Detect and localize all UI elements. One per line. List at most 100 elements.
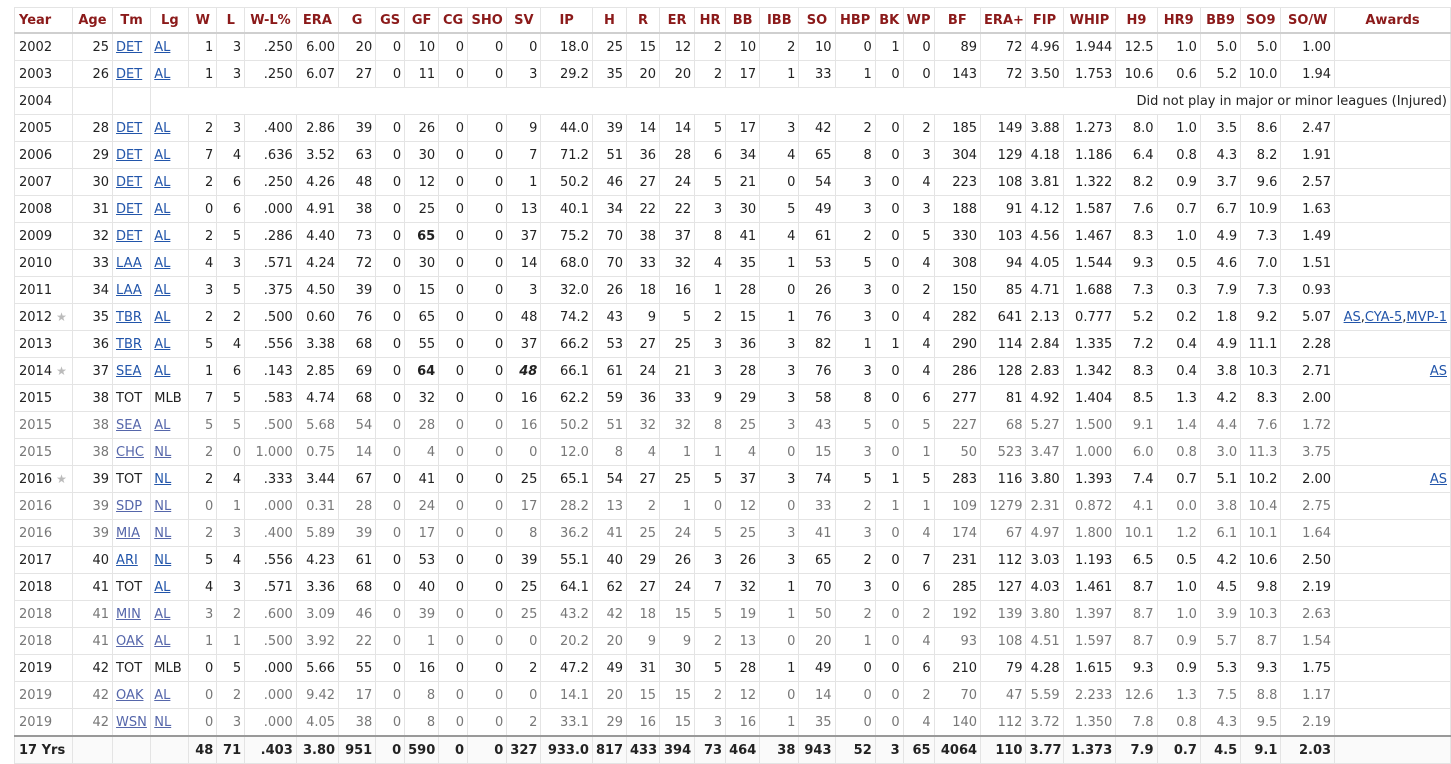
so-cell: 70 — [798, 573, 836, 601]
year-cell: 2015 — [14, 438, 73, 466]
hbp-cell: 0 — [834, 32, 876, 61]
league-link[interactable]: AL — [154, 174, 171, 190]
column-header-h9[interactable]: H9 — [1115, 7, 1158, 34]
column-header-whip[interactable]: WHIP — [1062, 7, 1117, 34]
column-header-gf[interactable]: GF — [404, 7, 440, 34]
column-header-sv[interactable]: SV — [506, 7, 542, 34]
league-link[interactable]: AL — [154, 66, 171, 82]
ibb-value: 5 — [787, 201, 796, 217]
column-header-er[interactable]: ER — [659, 7, 696, 34]
team-link[interactable]: DET — [116, 228, 143, 244]
team-link[interactable]: LAA — [116, 255, 142, 271]
column-header-l[interactable]: L — [216, 7, 246, 34]
award-link[interactable]: AS — [1343, 309, 1361, 325]
award-link[interactable]: AS — [1429, 363, 1447, 379]
league-link[interactable]: AL — [154, 255, 171, 271]
league-link[interactable]: AL — [154, 228, 171, 244]
league-link[interactable]: AL — [154, 201, 171, 217]
g-cell: 76 — [338, 303, 377, 331]
column-header-w[interactable]: W — [188, 7, 218, 34]
column-header-wl-pct[interactable]: W-L% — [244, 7, 297, 34]
league-link[interactable]: AL — [154, 282, 171, 298]
team-link[interactable]: OAK — [116, 687, 144, 703]
team-link[interactable]: DET — [116, 174, 143, 190]
column-header-r[interactable]: R — [626, 7, 661, 34]
column-header-era[interactable]: ERA — [295, 7, 340, 34]
bb9-value: 4.6 — [1216, 255, 1238, 271]
fip-cell: 5.59 — [1025, 681, 1064, 709]
column-header-cg[interactable]: CG — [438, 7, 469, 34]
league-link[interactable]: NL — [154, 471, 172, 487]
column-header-so[interactable]: SO — [798, 7, 836, 34]
team-link[interactable]: SEA — [116, 417, 142, 433]
column-header-so-w[interactable]: SO/W — [1280, 7, 1336, 34]
award-link[interactable]: AS — [1429, 471, 1447, 487]
team-link[interactable]: WSN — [116, 714, 147, 730]
column-header-awards[interactable]: Awards — [1334, 7, 1451, 34]
gs-cell: 0 — [375, 330, 406, 358]
team-link[interactable]: DET — [116, 201, 143, 217]
league-link[interactable]: AL — [154, 633, 171, 649]
league-link[interactable]: AL — [154, 606, 171, 622]
league-link[interactable]: NL — [154, 525, 172, 541]
column-header-sho[interactable]: SHO — [467, 7, 508, 34]
column-header-fip[interactable]: FIP — [1025, 7, 1064, 34]
column-header-year[interactable]: Year — [14, 7, 73, 34]
league-link[interactable]: NL — [154, 444, 172, 460]
column-header-lg[interactable]: Lg — [150, 7, 190, 34]
league-link[interactable]: AL — [154, 147, 171, 163]
hr-cell: 1 — [694, 276, 727, 304]
team-link[interactable]: DET — [116, 66, 143, 82]
league-link[interactable]: AL — [154, 120, 171, 136]
league-link[interactable]: AL — [154, 579, 171, 595]
column-header-so9[interactable]: SO9 — [1240, 7, 1282, 34]
team-link[interactable]: SDP — [116, 498, 143, 514]
column-header-hr[interactable]: HR — [694, 7, 727, 34]
bb9-cell: 7.5 — [1199, 681, 1242, 709]
team-link[interactable]: TBR — [116, 336, 142, 352]
column-header-bf[interactable]: BF — [933, 7, 982, 34]
column-header-ibb[interactable]: IBB — [759, 7, 800, 34]
award-link[interactable]: CYA-5 — [1364, 309, 1403, 325]
column-header-h[interactable]: H — [591, 7, 628, 34]
league-link[interactable]: NL — [154, 498, 172, 514]
hr-value: 3 — [713, 714, 723, 730]
league-link[interactable]: AL — [154, 363, 171, 379]
team-link[interactable]: SEA — [116, 363, 142, 379]
league-link[interactable]: AL — [154, 39, 171, 55]
team-link[interactable]: LAA — [116, 282, 142, 298]
team-link[interactable]: DET — [116, 120, 143, 136]
team-link[interactable]: ARI — [116, 552, 138, 568]
team-link[interactable]: CHC — [116, 444, 144, 460]
award-link[interactable]: MVP-1 — [1406, 309, 1447, 325]
team-link[interactable]: MIA — [116, 525, 140, 541]
column-header-gs[interactable]: GS — [375, 7, 406, 34]
team-link[interactable]: TBR — [116, 309, 142, 325]
column-header-bk[interactable]: BK — [874, 7, 904, 34]
column-header-hbp[interactable]: HBP — [834, 7, 876, 34]
column-header-hr9[interactable]: HR9 — [1156, 7, 1201, 34]
column-header-g[interactable]: G — [338, 7, 377, 34]
league-link[interactable]: AL — [154, 687, 171, 703]
league-link[interactable]: AL — [154, 309, 171, 325]
team-link[interactable]: DET — [116, 39, 143, 55]
fip-value: 2.31 — [1030, 498, 1060, 514]
team-link[interactable]: DET — [116, 147, 143, 163]
h-cell: 53 — [591, 330, 628, 358]
league-link[interactable]: AL — [154, 417, 171, 433]
column-header-wp[interactable]: WP — [902, 7, 935, 34]
column-header-age[interactable]: Age — [71, 7, 114, 34]
era-value: 9.42 — [306, 687, 336, 703]
league-link[interactable]: NL — [154, 552, 172, 568]
g-cell: 63 — [338, 141, 377, 169]
column-header-era-plus[interactable]: ERA+ — [980, 7, 1027, 34]
league-link[interactable]: NL — [154, 714, 172, 730]
column-header-ip[interactable]: IP — [540, 7, 593, 34]
team-link[interactable]: MIN — [116, 606, 141, 622]
column-header-bb[interactable]: BB — [725, 7, 761, 34]
team-link[interactable]: OAK — [116, 633, 144, 649]
column-header-tm[interactable]: Tm — [112, 7, 152, 34]
column-header-bb9[interactable]: BB9 — [1199, 7, 1242, 34]
league-link[interactable]: AL — [154, 336, 171, 352]
hr-value: 5 — [713, 525, 723, 541]
